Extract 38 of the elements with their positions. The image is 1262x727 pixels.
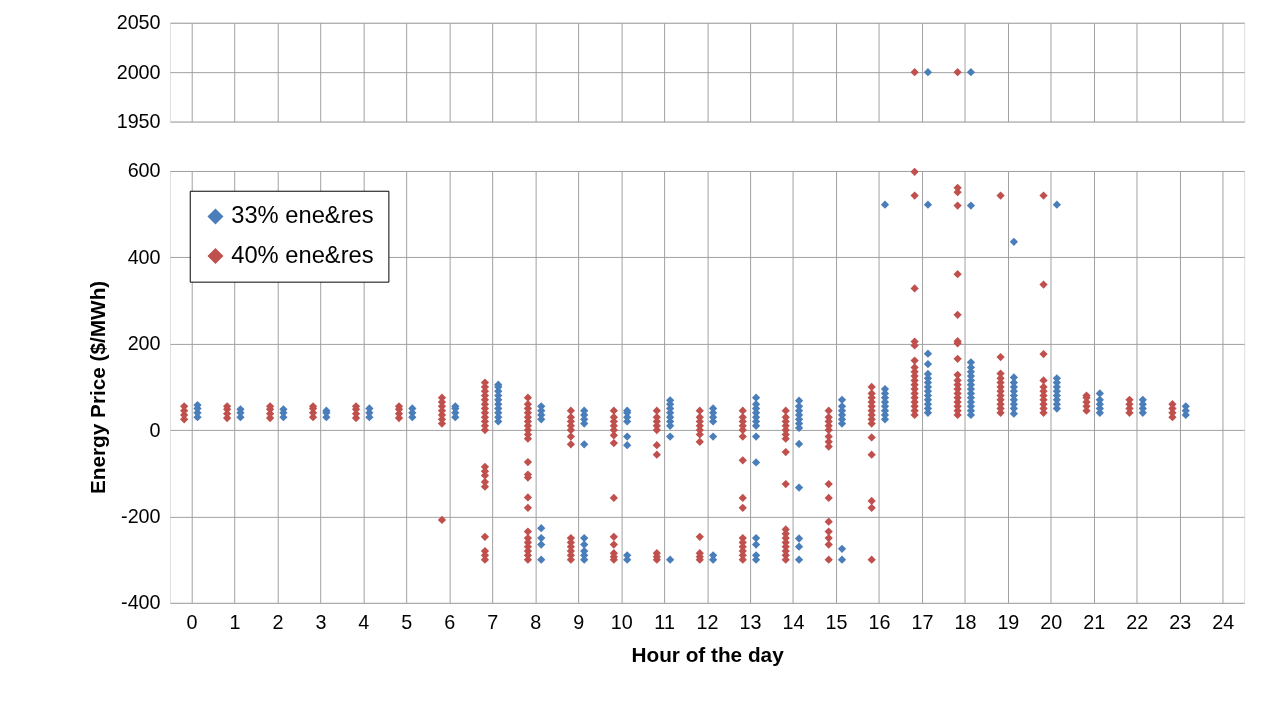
y-tick-label: 1950 [116, 109, 161, 132]
y-tick-label: 600 [127, 159, 161, 182]
x-tick-label: 0 [186, 611, 198, 634]
x-tick-label: 15 [825, 611, 848, 634]
x-tick-label: 14 [782, 611, 805, 634]
x-tick-label: 11 [654, 611, 675, 634]
x-tick-label: 13 [739, 611, 762, 634]
y-tick-label: -400 [121, 591, 161, 614]
legend-label: 33% ene&res [231, 202, 374, 229]
x-tick-label: 22 [1126, 611, 1149, 634]
x-tick-label: 7 [487, 611, 499, 634]
x-tick-label: 19 [997, 611, 1020, 634]
y-tick-label: 2050 [116, 11, 161, 34]
y-tick-label: -200 [121, 504, 161, 527]
y-tick-label: 2000 [116, 60, 161, 83]
y-tick-label: 0 [149, 418, 161, 441]
y-axis-title: Energy Price ($/MWh) [86, 280, 110, 495]
x-axis-title: Hour of the day [631, 642, 785, 666]
x-tick-label: 6 [444, 611, 456, 634]
x-tick-label: 17 [911, 611, 934, 634]
x-tick-label: 23 [1169, 611, 1192, 634]
legend-label: 40% ene&res [231, 241, 374, 268]
x-tick-label: 9 [573, 611, 585, 634]
x-tick-label: 4 [358, 611, 370, 634]
x-tick-label: 3 [315, 611, 327, 634]
x-tick-label: 21 [1083, 611, 1106, 634]
y-tick-label: 400 [127, 245, 161, 268]
x-tick-label: 24 [1212, 611, 1235, 634]
x-tick-label: 5 [401, 611, 413, 634]
x-tick-label: 18 [954, 611, 977, 634]
x-tick-label: 8 [530, 611, 542, 634]
x-tick-label: 20 [1040, 611, 1063, 634]
x-tick-label: 1 [229, 611, 241, 634]
x-tick-label: 10 [610, 611, 633, 634]
x-tick-label: 2 [272, 611, 284, 634]
x-tick-label: 12 [696, 611, 719, 634]
x-tick-label: 16 [868, 611, 891, 634]
y-tick-label: 200 [127, 332, 161, 355]
